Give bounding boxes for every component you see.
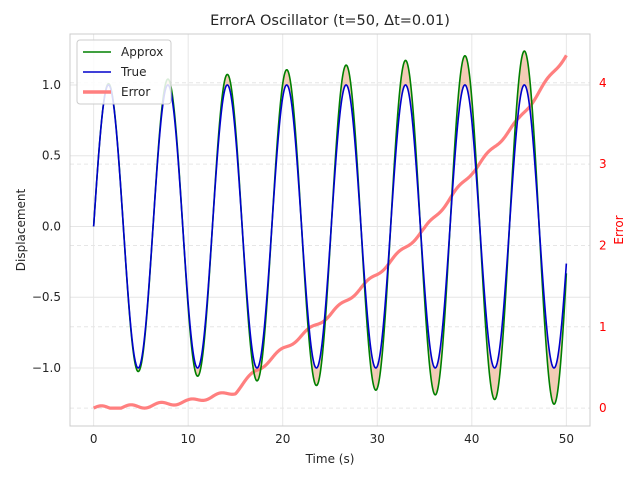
y-right-tick-label: 1 bbox=[599, 320, 607, 334]
x-tick-label: 10 bbox=[181, 432, 196, 446]
plot-frame bbox=[69, 33, 591, 427]
y-right-axis-ticks: 0 1 2 3 4 bbox=[599, 76, 607, 415]
legend-label-approx: Approx bbox=[121, 45, 163, 59]
x-axis-label: Time (s) bbox=[305, 452, 355, 466]
legend-label-error: Error bbox=[121, 85, 150, 99]
series-lines bbox=[92, 50, 568, 410]
legend-box bbox=[76, 39, 172, 105]
y-tick-label: −1.0 bbox=[32, 361, 61, 375]
y-tick-label: −0.5 bbox=[32, 290, 61, 304]
x-tick-label: 0 bbox=[90, 432, 98, 446]
y-tick-label: 0.5 bbox=[42, 149, 61, 163]
y-right-tick-label: 3 bbox=[599, 157, 607, 171]
y-right-tick-label: 2 bbox=[599, 238, 607, 252]
x-tick-label: 30 bbox=[370, 432, 385, 446]
y-axis-label: Displacement bbox=[14, 188, 28, 271]
y-axis-ticks: −1.0 −0.5 0.0 0.5 1.0 bbox=[32, 78, 61, 375]
series-line-error bbox=[92, 54, 568, 410]
y-right-tick-label: 4 bbox=[599, 76, 607, 90]
series-line-true bbox=[92, 84, 568, 369]
chart-title: ErrorA Oscillator (t=50, Δt=0.01) bbox=[210, 13, 450, 29]
x-axis-ticks: 0 10 20 30 40 50 bbox=[90, 432, 574, 446]
x-tick-label: 50 bbox=[559, 432, 574, 446]
legend: Approx True Error bbox=[76, 39, 172, 105]
y-right-axis-label: Error bbox=[612, 215, 626, 244]
approx-true-difference-area bbox=[93, 51, 567, 405]
legend-label-true: True bbox=[120, 65, 147, 79]
x-tick-label: 40 bbox=[464, 432, 479, 446]
y-right-tick-label: 0 bbox=[599, 401, 607, 415]
y-tick-label: 0.0 bbox=[42, 219, 61, 233]
difference-fill bbox=[93, 51, 567, 405]
y-tick-label: 1.0 bbox=[42, 78, 61, 92]
x-tick-label: 20 bbox=[275, 432, 290, 446]
